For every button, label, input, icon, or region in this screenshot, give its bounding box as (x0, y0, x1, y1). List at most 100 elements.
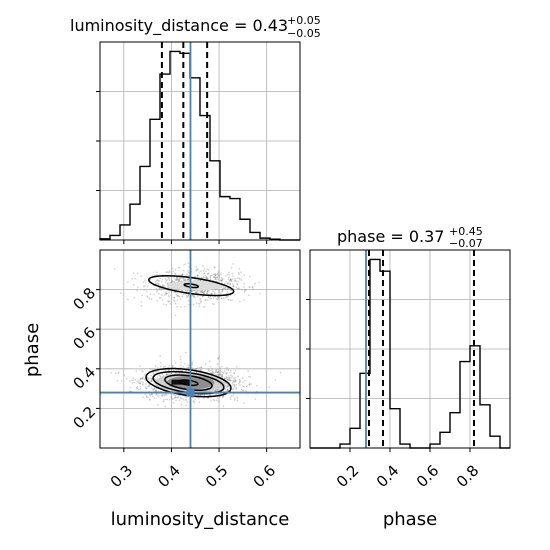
sample-point (187, 367, 189, 369)
sample-point (192, 290, 194, 292)
sample-point (120, 292, 122, 294)
sample-point (217, 358, 220, 360)
sample-point (245, 289, 247, 291)
sample-point (188, 370, 190, 372)
sample-point (211, 274, 213, 277)
sample-point (212, 290, 214, 292)
sample-point (196, 295, 199, 297)
sample-point (222, 405, 225, 407)
sample-point (209, 276, 212, 278)
sample-point (188, 277, 190, 280)
sample-point (221, 386, 224, 389)
sample-point (192, 368, 195, 370)
contour-line-2 (178, 379, 199, 387)
sample-point (150, 393, 153, 395)
histogram-panel-luminosity-distance (96, 41, 301, 244)
sample-point (218, 297, 220, 299)
sample-point (227, 287, 230, 290)
sample-point (199, 368, 202, 371)
sample-point (184, 279, 186, 282)
sample-point (209, 298, 211, 300)
sample-point (254, 282, 256, 285)
sample-point (164, 395, 166, 397)
sample-point (156, 387, 158, 390)
sample-point (171, 280, 173, 283)
sample-point (213, 276, 215, 278)
sample-point (162, 286, 165, 288)
sample-point (207, 397, 209, 399)
sample-point (181, 274, 183, 277)
sample-point (175, 293, 177, 296)
sample-point (194, 393, 197, 396)
sample-point (254, 398, 256, 400)
sample-point (204, 299, 206, 302)
sample-point (160, 280, 163, 283)
sample-point (178, 296, 180, 298)
sample-point (215, 370, 218, 372)
sample-point (191, 294, 194, 296)
sample-point (169, 271, 171, 273)
sample-point (167, 289, 169, 291)
sample-point (157, 284, 160, 286)
sample-point (204, 277, 206, 279)
sample-point (217, 400, 220, 402)
sample-point (140, 305, 142, 307)
sample-point (217, 389, 219, 391)
sample-point (150, 379, 152, 381)
x-tick-label-ld-1: 0.4 (154, 461, 184, 491)
sample-point (188, 293, 190, 296)
sample-point (139, 385, 142, 388)
sample-point (205, 270, 207, 273)
sample-point (170, 290, 173, 293)
sample-point (203, 394, 206, 397)
sample-point (165, 394, 168, 396)
sample-point (215, 276, 217, 279)
sample-point (213, 273, 215, 276)
sample-point (157, 282, 159, 284)
sample-point (198, 367, 201, 369)
sample-point (200, 276, 203, 279)
sample-point (199, 291, 202, 293)
sample-point (177, 278, 180, 280)
sample-point (199, 303, 201, 305)
sample-point (214, 390, 216, 393)
sample-point (205, 277, 208, 280)
sample-point (137, 381, 140, 383)
sample-point (239, 300, 241, 303)
sample-point (143, 285, 145, 288)
sample-point (210, 400, 212, 402)
sample-point (199, 299, 201, 301)
sample-point (222, 289, 224, 291)
sample-point (236, 400, 239, 402)
sample-point (165, 398, 167, 401)
sample-point (224, 388, 226, 390)
sample-point (214, 275, 217, 277)
sample-point (240, 271, 242, 273)
sample-point (186, 279, 189, 281)
sample-point (187, 279, 190, 281)
sample-point (225, 275, 227, 277)
sample-point (221, 371, 223, 373)
sample-point (172, 281, 175, 283)
sample-point (156, 279, 158, 282)
sample-point (139, 378, 141, 381)
sample-point (167, 271, 170, 274)
sample-point (176, 305, 178, 308)
sample-point (235, 388, 237, 390)
sample-point (136, 289, 138, 292)
title-phase-err-plus: +0.45 (449, 225, 483, 238)
sample-point (166, 373, 169, 376)
hist-bar-4 (350, 428, 360, 448)
sample-point (131, 379, 133, 381)
sample-point (251, 286, 254, 289)
sample-point (216, 279, 218, 281)
sample-point (227, 283, 230, 285)
sample-point (163, 399, 165, 401)
title-phase-median: 0.37 (409, 227, 445, 246)
sample-point (231, 381, 233, 384)
sample-point (213, 291, 216, 294)
sample-point (217, 375, 220, 377)
sample-point (154, 365, 157, 367)
sample-point (202, 291, 204, 293)
sample-point (187, 278, 189, 280)
